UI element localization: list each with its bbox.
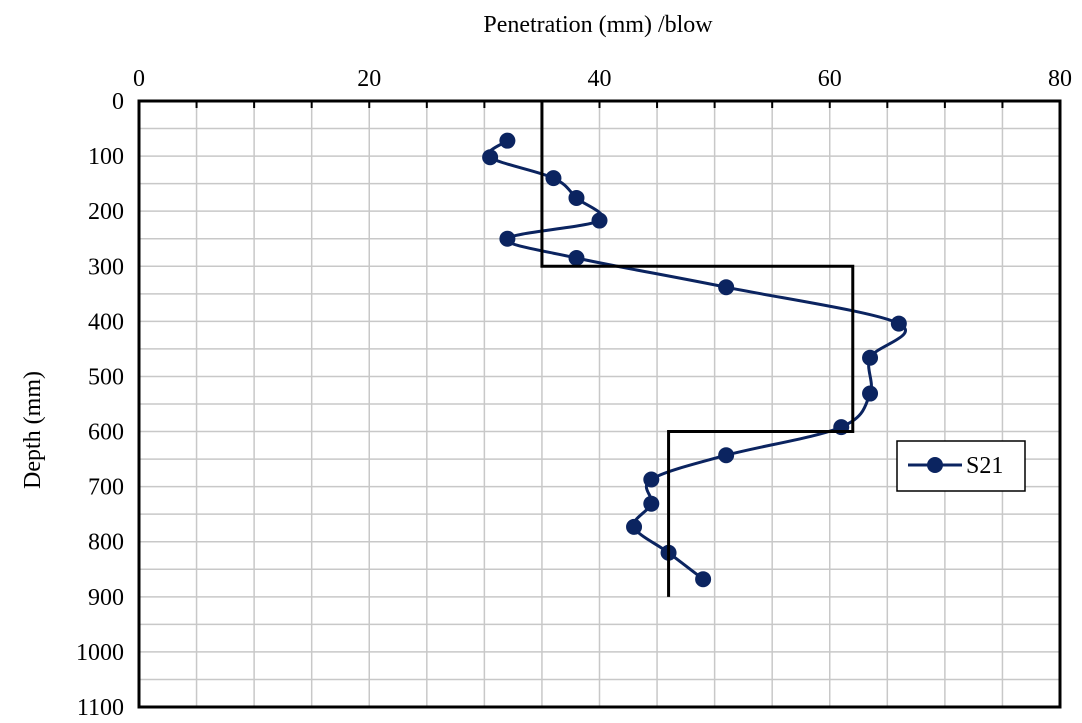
data-point-s21 bbox=[718, 279, 735, 296]
x-axis-title: Penetration (mm) /blow bbox=[483, 12, 713, 38]
legend-label-s21: S21 bbox=[966, 453, 1003, 479]
y-tick-label: 800 bbox=[88, 530, 124, 556]
y-axis-title: Depth (mm) bbox=[20, 371, 46, 489]
x-tick-label: 0 bbox=[133, 66, 145, 92]
data-point-s21 bbox=[718, 447, 735, 464]
y-tick-label: 600 bbox=[88, 420, 124, 446]
data-point-s21 bbox=[568, 250, 585, 267]
y-tick-label: 100 bbox=[88, 144, 124, 170]
data-point-s21 bbox=[568, 189, 585, 206]
series-line-s21 bbox=[487, 139, 908, 581]
gridlines bbox=[138, 100, 1061, 708]
x-tick-label: 40 bbox=[588, 66, 612, 92]
legend: S21 bbox=[896, 440, 1026, 492]
y-tick-label: 400 bbox=[88, 309, 124, 335]
y-tick-label: 200 bbox=[88, 199, 124, 225]
y-tick-label: 900 bbox=[88, 585, 124, 611]
x-tick-label: 80 bbox=[1048, 66, 1072, 92]
y-tick-label: 1000 bbox=[76, 640, 124, 666]
data-point-s21 bbox=[482, 149, 499, 166]
y-tick-label: 1100 bbox=[77, 695, 124, 721]
data-point-s21 bbox=[626, 518, 643, 535]
data-point-s21 bbox=[695, 571, 712, 588]
data-point-s21 bbox=[890, 315, 907, 332]
data-point-s21 bbox=[862, 385, 879, 402]
data-point-s21 bbox=[591, 212, 608, 229]
y-tick-label: 500 bbox=[88, 364, 124, 390]
data-point-s21 bbox=[499, 132, 516, 149]
plot-series bbox=[482, 101, 908, 597]
y-tick-label: 300 bbox=[88, 254, 124, 280]
data-point-s21 bbox=[862, 349, 879, 366]
data-point-s21 bbox=[643, 471, 660, 488]
y-axis-ticks: 0 100 200 300 400 500 600 700 800 900 1000 1100 bbox=[76, 89, 124, 721]
step-profile-line bbox=[540, 101, 855, 597]
y-tick-label: 700 bbox=[88, 475, 124, 501]
x-tick-label: 60 bbox=[818, 66, 842, 92]
data-point-s21 bbox=[545, 170, 562, 187]
x-tick-label: 20 bbox=[357, 66, 381, 92]
plot-frame bbox=[137, 99, 1062, 709]
data-point-s21 bbox=[643, 495, 660, 512]
legend-swatch-marker bbox=[927, 457, 943, 473]
y-tick-label: 0 bbox=[112, 89, 124, 115]
data-point-s21 bbox=[499, 230, 516, 247]
